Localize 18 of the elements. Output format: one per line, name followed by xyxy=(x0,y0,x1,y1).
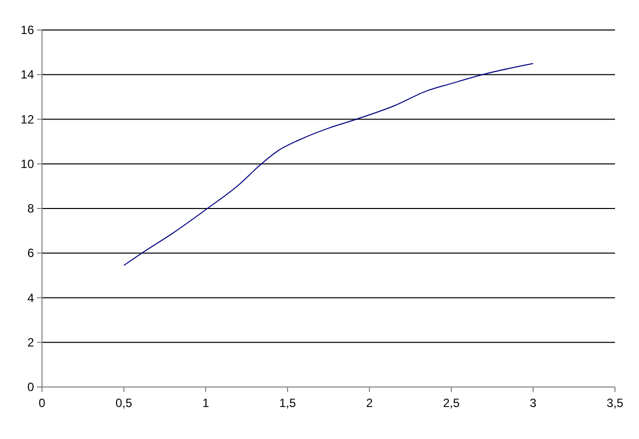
x-tick-label: 3 xyxy=(530,396,537,410)
x-tick-label: 1,5 xyxy=(279,396,296,410)
y-tick-label: 14 xyxy=(20,68,34,82)
x-tick-label: 1 xyxy=(202,396,210,410)
y-tick-label: 6 xyxy=(27,246,34,260)
y-tick-label: 12 xyxy=(20,112,34,126)
x-tick-label: 2 xyxy=(366,396,374,410)
line-series xyxy=(123,62,534,266)
y-tick-label: 16 xyxy=(20,23,34,37)
y-tick-label: 0 xyxy=(27,380,34,394)
y-tick-label: 8 xyxy=(27,202,34,216)
y-tick-label: 2 xyxy=(27,335,34,350)
x-tick-label: 3,5 xyxy=(606,396,624,410)
x-tick-label: 0,5 xyxy=(116,396,133,410)
x-tick-label: 2,5 xyxy=(442,396,460,410)
y-tick-label: 4 xyxy=(27,290,34,305)
x-tick-label: 0 xyxy=(38,396,46,410)
y-tick-label: 10 xyxy=(20,156,34,171)
